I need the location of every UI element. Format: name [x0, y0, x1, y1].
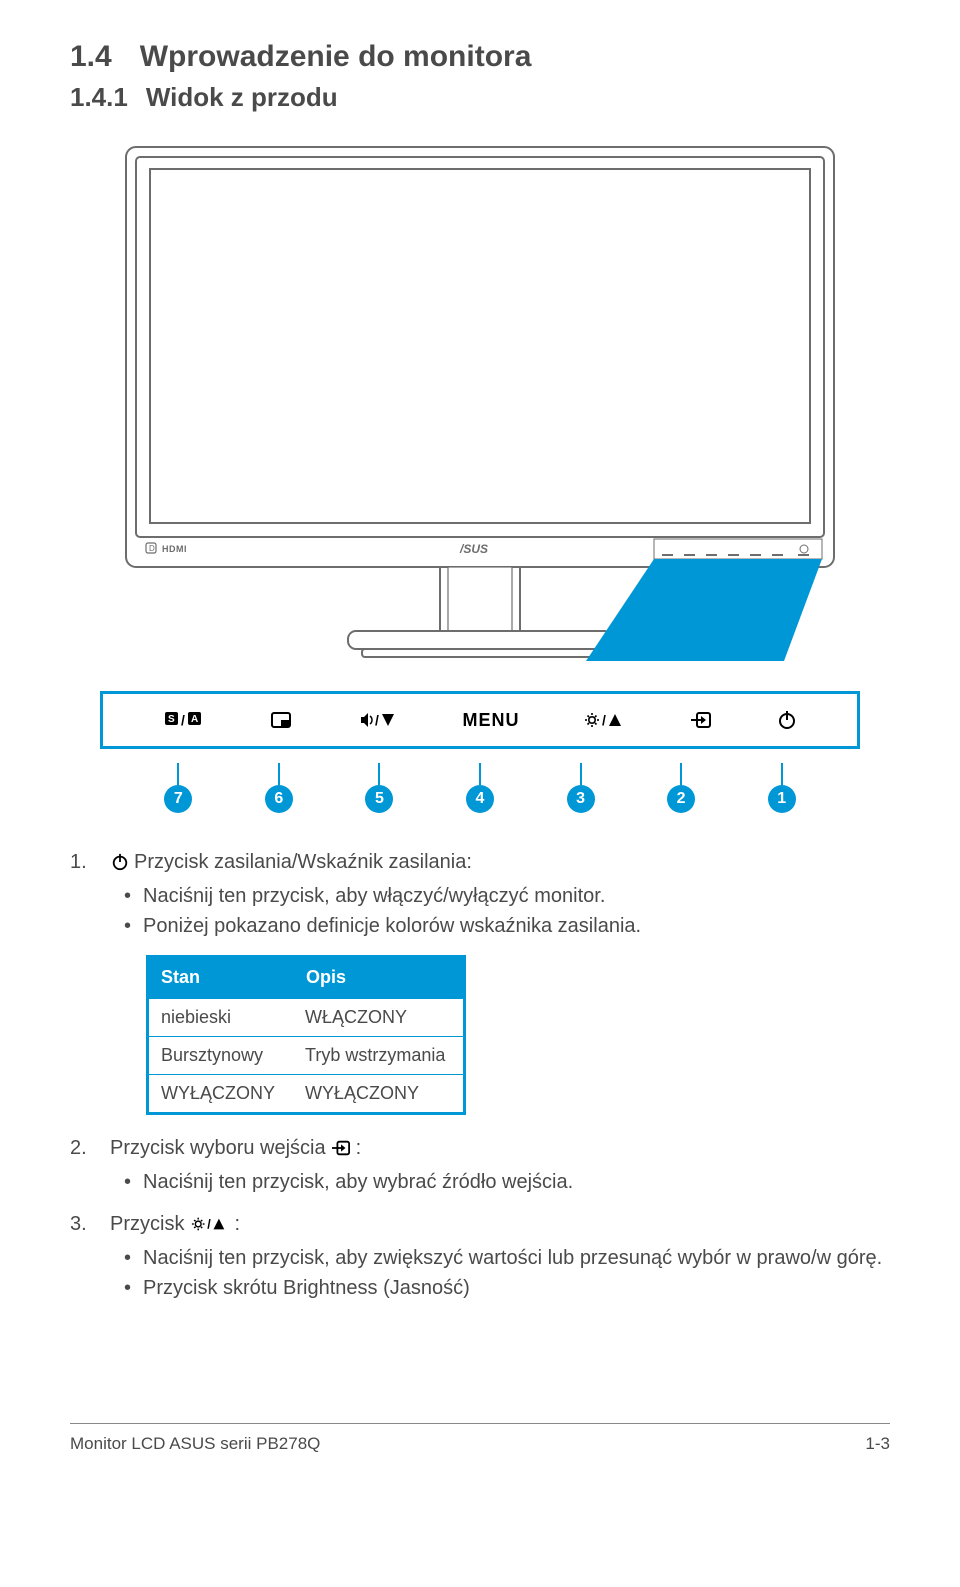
btn-input-icon — [689, 694, 713, 746]
subsection-heading: 1.4.1 Widok z przodu — [70, 82, 890, 113]
monitor-front-diagram: D HDMI /SUS — [120, 141, 840, 661]
desc-2-bullet-0: Naciśnij ten przycisk, aby wybrać źródło… — [144, 1167, 890, 1197]
desc-title-1: Przycisk zasilania/Wskaźnik zasilania: — [134, 847, 472, 877]
status-r0c0: niebieski — [148, 998, 294, 1037]
subsection-title-text: Widok z przodu — [146, 82, 338, 112]
callout-5: 5 — [365, 785, 393, 813]
desc-num-3: 3. — [70, 1209, 110, 1303]
section-title-text: Wprowadzenie do monitora — [140, 40, 532, 73]
status-r2c1: WYŁĄCZONY — [293, 1075, 465, 1114]
desc-item-1: 1. Przycisk zasilania/Wskaźnik zasilania… — [70, 847, 890, 941]
power-icon — [110, 853, 130, 871]
callout-7: 7 — [164, 785, 192, 813]
callout-3: 3 — [567, 785, 595, 813]
callout-6: 6 — [265, 785, 293, 813]
desc-1-bullet-0: Naciśnij ten przycisk, aby włączyć/wyłąc… — [144, 881, 890, 911]
desc-3-bullet-1: Przycisk skrótu Brightness (Jasność) — [144, 1273, 890, 1303]
desc-title-2: Przycisk wyboru wejścia — [110, 1133, 326, 1163]
brightness-up-icon — [188, 1215, 230, 1233]
desc-num-2: 2. — [70, 1133, 110, 1197]
desc-item-3: 3. Przycisk : Naciśnij ten przycisk, aby… — [70, 1209, 890, 1303]
hdmi-label: HDMI — [162, 544, 187, 554]
btn-sa-icon — [162, 694, 206, 746]
desc-3-bullet-0: Naciśnij ten przycisk, aby zwiększyć war… — [144, 1243, 890, 1273]
btn-power-icon — [776, 694, 798, 746]
status-r0c1: WŁĄCZONY — [293, 998, 465, 1037]
callout-2: 2 — [667, 785, 695, 813]
status-r2c0: WYŁĄCZONY — [148, 1075, 294, 1114]
callout-4: 4 — [466, 785, 494, 813]
callout-number-row: 7 6 5 4 3 2 1 — [100, 763, 860, 813]
status-r1c0: Bursztynowy — [148, 1037, 294, 1075]
zoom-triangle — [586, 559, 822, 661]
input-icon — [330, 1139, 352, 1157]
btn-menu-label: MENU — [462, 694, 519, 746]
footer-right: 1-3 — [865, 1434, 890, 1454]
desc-num-1: 1. — [70, 847, 110, 941]
page-footer: Monitor LCD ASUS serii PB278Q 1-3 — [70, 1423, 890, 1454]
section-heading: 1.4 Wprowadzenie do monitora — [70, 40, 890, 74]
subsection-number: 1.4.1 — [70, 82, 128, 112]
btn-volume-down-icon — [356, 694, 400, 746]
footer-left: Monitor LCD ASUS serii PB278Q — [70, 1434, 320, 1454]
desc-item-2: 2. Przycisk wyboru wejścia : Naciśnij te… — [70, 1133, 890, 1197]
status-th-1: Opis — [293, 957, 465, 999]
desc-2-colon: : — [356, 1133, 362, 1163]
status-r1c1: Tryb wstrzymania — [293, 1037, 465, 1075]
status-th-0: Stan — [148, 957, 294, 999]
svg-text:D: D — [149, 544, 155, 553]
button-bar-zoom: MENU — [100, 691, 860, 749]
callout-1: 1 — [768, 785, 796, 813]
desc-1-bullet-1: Poniżej pokazano definicje kolorów wskaź… — [144, 911, 890, 941]
desc-3-colon: : — [234, 1209, 240, 1239]
btn-pip-icon — [269, 694, 293, 746]
status-color-table: Stan Opis niebieski WŁĄCZONY Bursztynowy… — [146, 955, 466, 1115]
desc-title-3: Przycisk — [110, 1209, 184, 1239]
brand-label: /SUS — [459, 542, 488, 556]
section-number: 1.4 — [70, 40, 112, 73]
description-list: 1. Przycisk zasilania/Wskaźnik zasilania… — [70, 847, 890, 1303]
btn-brightness-up-icon — [582, 694, 626, 746]
